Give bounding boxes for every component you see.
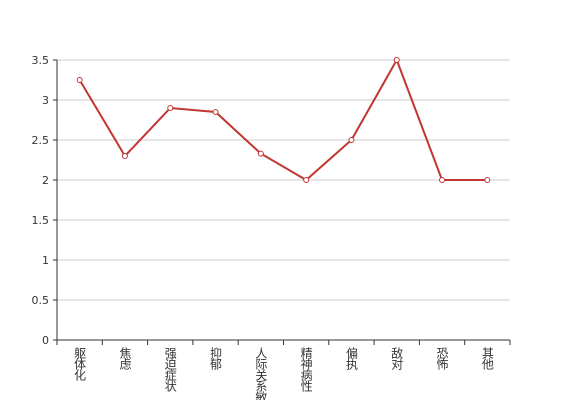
point <box>212 109 219 115</box>
point <box>439 177 446 183</box>
x-tick-label: 其他 <box>480 347 494 370</box>
y-tick-label: 2 <box>42 174 49 187</box>
y-tick-label: 1 <box>42 254 49 267</box>
point <box>393 57 400 63</box>
point <box>76 77 83 83</box>
point <box>121 153 128 159</box>
y-tick-label: 1.5 <box>32 214 50 227</box>
x-tick-label: 焦虑 <box>118 347 132 370</box>
x-tick-label: 强迫症状 <box>163 347 177 392</box>
point <box>303 177 310 183</box>
x-tick-label: 精神病性 <box>299 347 313 393</box>
x-tick-label: 躯体化 <box>73 346 87 382</box>
y-tick-label: 3 <box>42 94 49 107</box>
point <box>348 137 355 143</box>
y-tick-label: 2.5 <box>32 134 50 147</box>
x-tick-label: 敌对 <box>390 346 404 370</box>
y-tick-label: 0 <box>42 334 49 347</box>
x-tick-label: 抑郁 <box>209 346 223 371</box>
x-tick-label: 恐怖 <box>435 347 449 370</box>
point <box>167 105 174 111</box>
point <box>257 150 264 157</box>
line <box>78 57 488 182</box>
y-tick-label: 0.5 <box>32 294 50 307</box>
x-tick-label: 偏执 <box>344 346 358 371</box>
x-tick-label: 人际关系敏感 <box>254 347 268 400</box>
y-tick-label: 3.5 <box>32 54 50 67</box>
point <box>484 177 491 183</box>
